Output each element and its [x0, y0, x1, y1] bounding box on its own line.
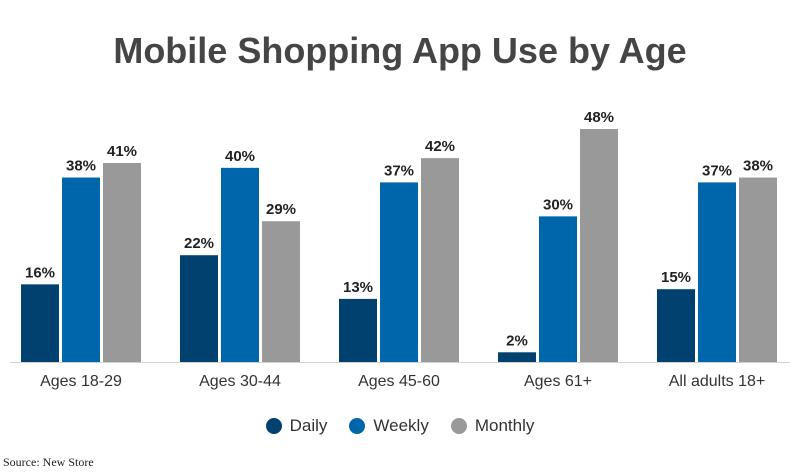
legend-swatch-weekly — [349, 418, 366, 434]
bar-monthly-4 — [580, 129, 618, 362]
legend-label-weekly: Weekly — [373, 416, 429, 435]
category-label-5: All adults 18+ — [669, 373, 766, 390]
bar-monthly-3 — [421, 158, 459, 362]
legend-item-weekly: Weekly — [349, 416, 429, 436]
bar-monthly-2 — [262, 221, 300, 362]
category-label-3: Ages 45-60 — [358, 373, 440, 390]
legend-label-daily: Daily — [289, 416, 328, 435]
bar-chart: 16% 38% 41% Ages 18-29 22% 40% 29% Ages 30-44 13… — [10, 109, 790, 390]
category-label-4: Ages 61+ — [524, 373, 592, 390]
data-label-weekly-4: 30% — [543, 196, 573, 213]
bar-daily-1 — [21, 284, 59, 362]
legend-label-monthly: Monthly — [474, 416, 535, 435]
category-label-2: Ages 30-44 — [199, 373, 281, 390]
legend-item-daily: Daily — [265, 416, 328, 436]
data-label-monthly-4: 48% — [584, 109, 614, 126]
data-label-daily-2: 22% — [184, 235, 214, 252]
data-label-monthly-5: 38% — [743, 158, 773, 175]
bar-daily-3 — [339, 298, 377, 362]
chart-title: Mobile Shopping App Use by Age — [113, 30, 687, 71]
category-label-1: Ages 18-29 — [40, 373, 122, 390]
data-label-monthly-1: 41% — [107, 143, 137, 160]
legend-swatch-daily — [265, 418, 282, 434]
source-note: Source: New Store — [3, 455, 94, 469]
bar-weekly-5 — [698, 182, 736, 362]
data-label-weekly-2: 40% — [225, 148, 255, 165]
bar-weekly-1 — [62, 177, 100, 362]
bar-weekly-4 — [539, 216, 577, 362]
data-label-weekly-5: 37% — [702, 162, 732, 179]
legend-swatch-monthly — [450, 418, 467, 434]
bar-weekly-2 — [221, 167, 259, 362]
bar-monthly-1 — [103, 162, 141, 362]
data-label-daily-3: 13% — [343, 279, 373, 296]
legend: Daily Weekly Monthly — [0, 416, 800, 436]
data-label-weekly-1: 38% — [66, 158, 96, 175]
data-label-daily-5: 15% — [661, 269, 691, 286]
data-label-monthly-2: 29% — [266, 201, 296, 218]
data-label-daily-4: 2% — [506, 332, 528, 349]
data-label-daily-1: 16% — [25, 264, 55, 281]
data-label-weekly-3: 37% — [384, 162, 414, 179]
bar-daily-2 — [180, 255, 218, 362]
bar-daily-4 — [498, 352, 536, 362]
legend-item-monthly: Monthly — [450, 416, 535, 436]
bar-weekly-3 — [380, 182, 418, 362]
bar-monthly-5 — [739, 177, 777, 362]
data-label-monthly-3: 42% — [425, 138, 455, 155]
bar-daily-5 — [657, 289, 695, 362]
